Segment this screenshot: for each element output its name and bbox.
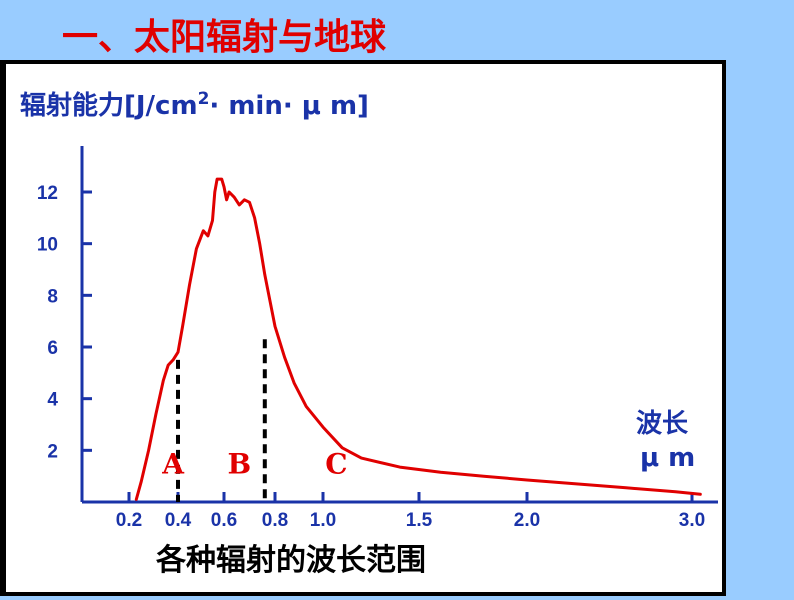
band-label-c: C (325, 448, 347, 481)
y-tick-label: 2 (47, 441, 58, 462)
y-axis-label-suffix: · min· μ m] (209, 91, 369, 121)
band-label-a: A (161, 448, 185, 481)
y-axis-label: 辐射能力[J/cm2· min· μ m] (20, 89, 369, 121)
x-tick-label: 1.5 (406, 510, 433, 531)
x-tick-label: 0.6 (211, 510, 237, 531)
x-tick-label: 3.0 (679, 510, 705, 531)
band-label-b: B (227, 448, 251, 481)
y-tick-label: 6 (47, 338, 58, 359)
y-tick-label: 10 (37, 235, 58, 256)
x-axis-title: 各种辐射的波长范围 (155, 543, 426, 578)
y-ticks: 2 4 6 8 10 12 (37, 183, 92, 462)
y-tick-label: 12 (37, 183, 58, 204)
radiation-curve (134, 177, 702, 501)
x-tick-label: 2.0 (514, 510, 540, 531)
x-tick-label: 0.8 (262, 510, 288, 531)
slide-title: 一、太阳辐射与地球 (62, 17, 387, 58)
x-ticks: 0.2 0.4 0.6 0.8 1.0 1.5 2.0 3.0 (116, 492, 705, 531)
x-tick-label: 0.2 (116, 510, 142, 531)
y-tick-label: 8 (47, 286, 58, 307)
y-axis-label-prefix: 辐射能力[J/cm (20, 90, 198, 121)
y-tick-label: 4 (47, 390, 58, 411)
x-tick-label: 0.4 (165, 510, 192, 531)
band-dividers (176, 339, 267, 502)
x-unit-label-top: 波长 (636, 409, 689, 439)
x-tick-label: 1.0 (310, 510, 336, 531)
x-unit-label-bottom: μ m (640, 443, 695, 473)
chart-frame: 辐射能力[J/cm2· min· μ m] 2 4 6 8 10 12 0.2 0.4 0.6… (0, 60, 726, 596)
band-labels: A B C (161, 448, 347, 481)
y-axis-label-sup: 2 (198, 89, 210, 109)
